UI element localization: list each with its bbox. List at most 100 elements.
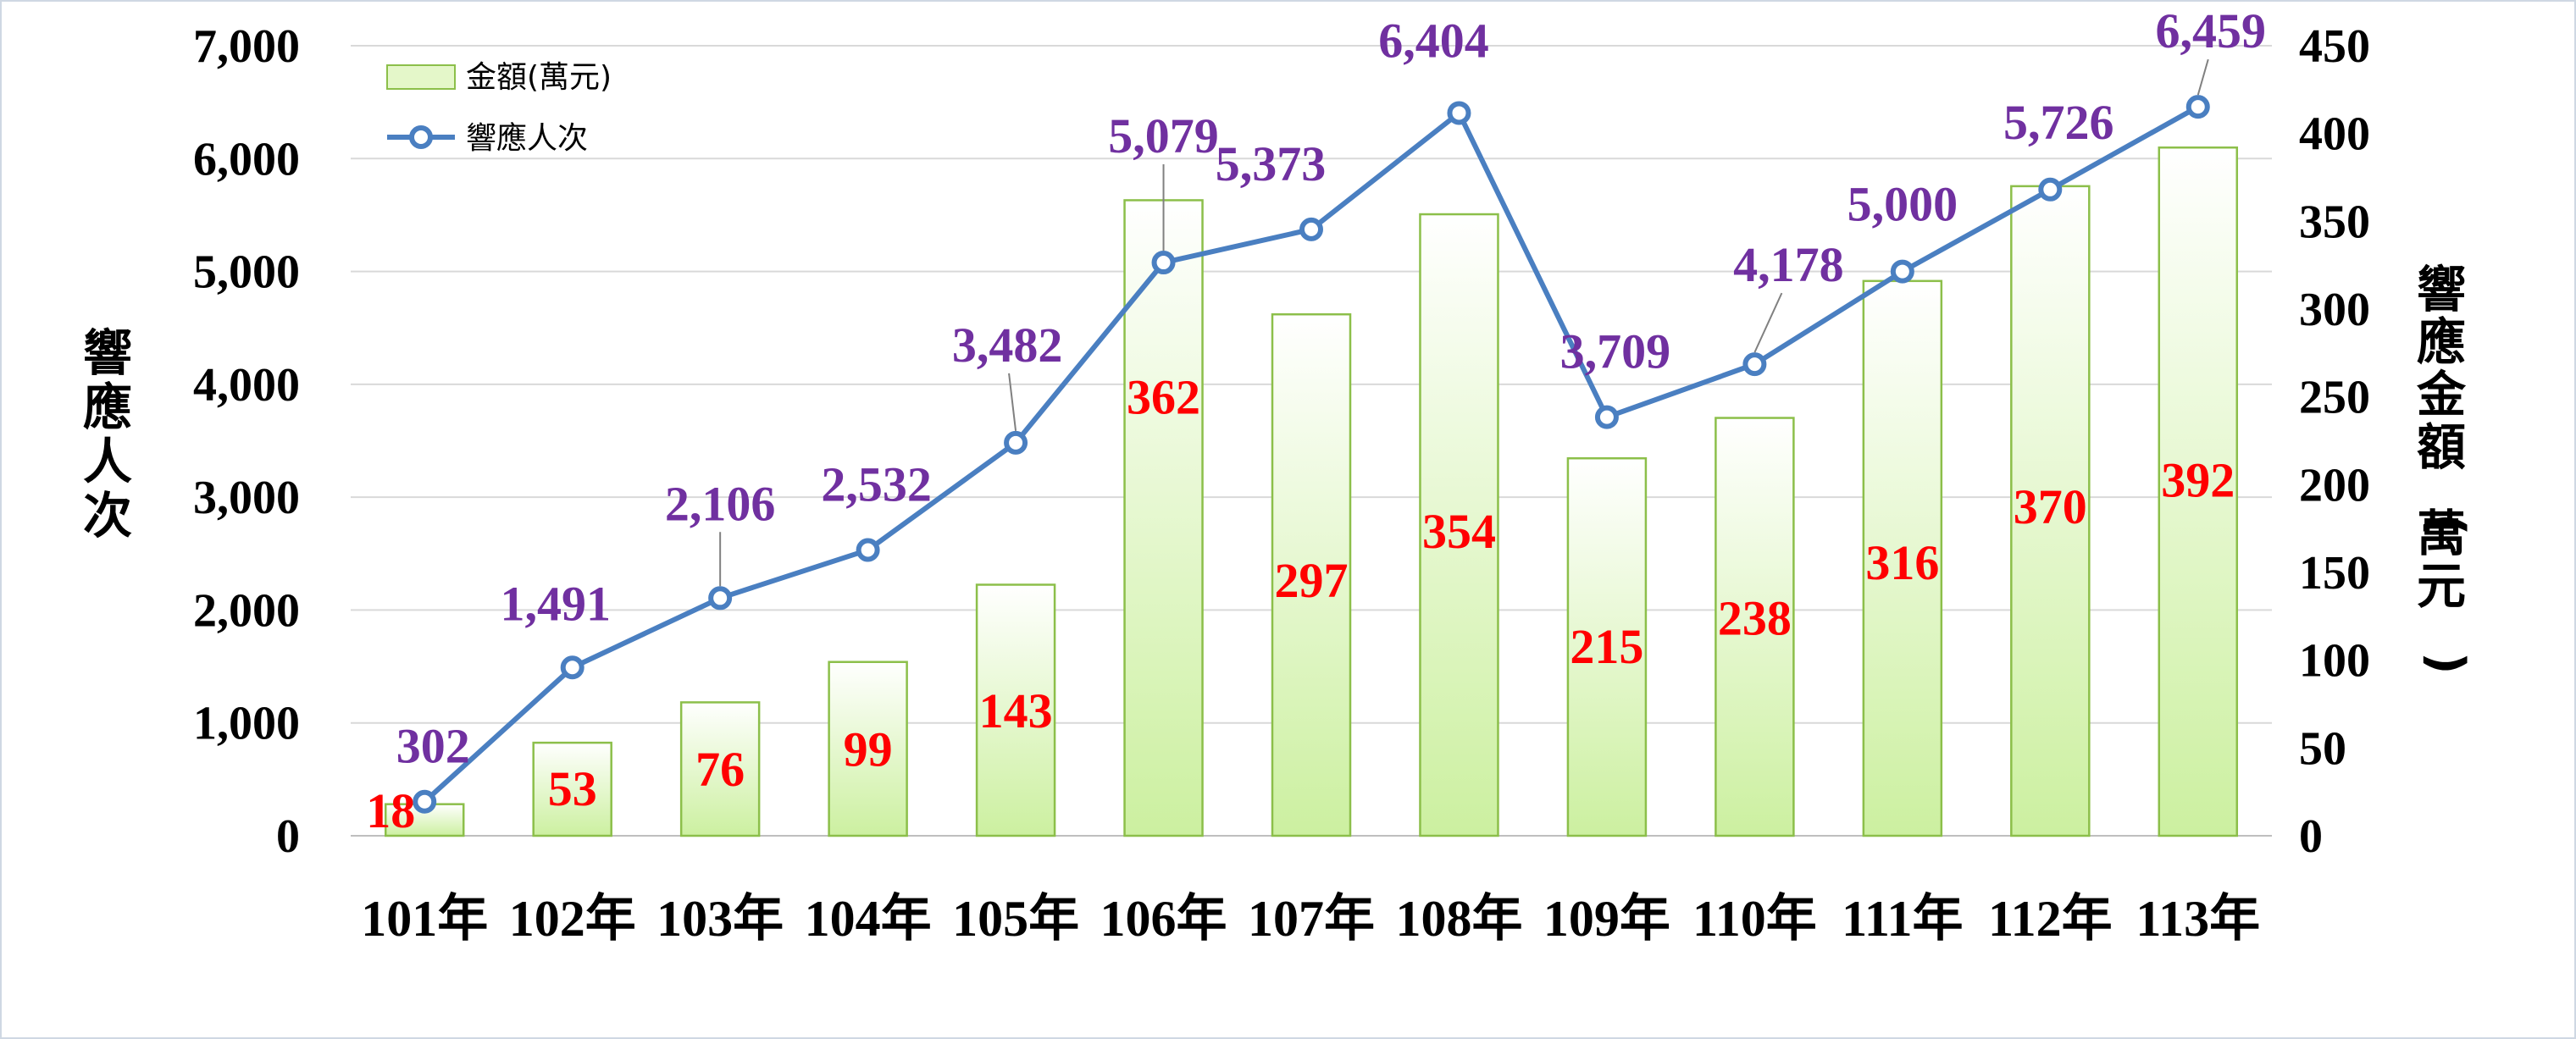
bar — [1271, 312, 1352, 837]
y-right-tick-label: 250 — [2299, 372, 2370, 424]
legend-bar-swatch — [386, 64, 456, 90]
bar-data-label: 370 — [2014, 479, 2087, 534]
line-data-label: 302 — [396, 719, 470, 774]
x-tick-label: 101年 — [361, 891, 488, 947]
x-tick-label: 110年 — [1692, 891, 1817, 947]
y-left-axis-title: 響應人次 — [83, 324, 132, 544]
y-left-tick-label: 2,000 — [193, 584, 300, 637]
line-data-label: 3,709 — [1560, 324, 1671, 379]
line-data-label: 5,000 — [1848, 177, 1958, 232]
leader-line — [2197, 58, 2209, 96]
y-left-tick-label: 5,000 — [193, 246, 300, 299]
y-right-tick-label: 350 — [2299, 196, 2370, 248]
leader-line — [1753, 292, 1783, 353]
x-tick-label: 112年 — [1988, 891, 2113, 947]
y-left-tick-label: 3,000 — [193, 472, 300, 524]
y-right-tick-label: 0 — [2299, 810, 2323, 863]
line-data-label: 6,459 — [2156, 3, 2267, 58]
bar — [975, 583, 1056, 837]
x-tick-label: 102年 — [509, 891, 636, 947]
y-right-tick-label: 400 — [2299, 108, 2370, 161]
bar-data-label: 297 — [1275, 553, 1349, 608]
x-tick-label: 106年 — [1100, 891, 1227, 947]
bar-data-label: 143 — [979, 683, 1053, 738]
y-left-tick-label: 6,000 — [193, 133, 300, 185]
y-right-tick-label: 200 — [2299, 459, 2370, 511]
line-data-label: 5,726 — [2003, 95, 2114, 150]
line-point — [1594, 405, 1619, 429]
bar — [1419, 213, 1499, 837]
leader-line — [1008, 373, 1017, 432]
y-right-tick-label: 450 — [2299, 20, 2370, 73]
y-left-tick-labels: 0 1,000 2,000 3,000 4,000 5,000 6,000 7,000 — [193, 20, 300, 863]
line-point — [413, 789, 437, 814]
bar — [679, 701, 761, 837]
x-tick-label: 108年 — [1395, 891, 1522, 947]
bar-data-label: 215 — [1570, 619, 1643, 674]
bar-data-label: 99 — [844, 721, 893, 776]
bar-data-label: 238 — [1718, 591, 1792, 646]
legend-bar-label: 金額(萬元) — [466, 60, 612, 95]
line-data-label: 6,404 — [1378, 13, 1489, 68]
x-tick-label: 111年 — [1842, 891, 1963, 947]
line-series — [413, 95, 2210, 814]
bar — [532, 741, 612, 837]
line-point — [560, 655, 584, 680]
line-data-label: 5,373 — [1216, 136, 1327, 191]
x-tick-label: 113年 — [2136, 891, 2260, 947]
line-point — [1004, 430, 1028, 455]
bar — [2158, 146, 2239, 837]
x-tick-label: 105年 — [952, 891, 1079, 947]
y-left-tick-label: 0 — [276, 810, 300, 863]
bar — [1566, 456, 1648, 837]
line-point — [1447, 101, 1471, 125]
bar-data-label: 316 — [1865, 535, 1939, 590]
legend: 金額(萬元) 響應人次 — [386, 60, 612, 156]
line-point — [1742, 352, 1767, 377]
line-data-label: 1,491 — [500, 576, 611, 631]
line-point — [1890, 259, 1914, 284]
line-data-label: 5,079 — [1108, 108, 1219, 163]
bar-data-label: 362 — [1127, 369, 1200, 424]
y-right-tick-label: 100 — [2299, 635, 2370, 688]
x-tick-label: 104年 — [805, 891, 932, 947]
line-point — [1299, 217, 1323, 241]
line-data-label: 3,482 — [952, 318, 1063, 373]
line-point — [856, 538, 880, 562]
bar-data-label: 392 — [2161, 452, 2235, 507]
x-tick-label: 107年 — [1248, 891, 1375, 947]
y-right-tick-label: 300 — [2299, 284, 2370, 336]
x-tick-label: 109年 — [1543, 891, 1670, 947]
y-right-tick-label: 50 — [2299, 722, 2346, 775]
bar — [1862, 279, 1943, 837]
bar — [2010, 185, 2091, 837]
bar — [1715, 417, 1795, 837]
y-left-tick-label: 1,000 — [193, 698, 300, 750]
line-point — [1151, 251, 1176, 275]
y-left-tick-label: 7,000 — [193, 20, 300, 73]
bar-series — [384, 146, 2239, 837]
y-right-tick-label: 150 — [2299, 547, 2370, 600]
line-data-label: 2,532 — [821, 457, 932, 512]
y-left-tick-label: 4,000 — [193, 359, 300, 412]
bar-data-label: 76 — [695, 742, 745, 797]
bar-data-label: 18 — [366, 783, 415, 838]
bar-data-label: 53 — [548, 761, 597, 816]
y-right-axis-title: 響應金額(萬元) — [2417, 261, 2476, 675]
bar-data-label: 354 — [1422, 504, 1496, 559]
bar-data-labels: 18 53 76 99 143 362 297 354 215 238 316 370 392 — [366, 369, 2235, 838]
x-tick-labels: 101年 102年 103年 104年 105年 106年 107年 108年 109年 110年… — [361, 891, 2260, 947]
line-point — [2185, 95, 2210, 119]
line-data-label: 4,178 — [1733, 237, 1844, 292]
bar — [828, 660, 908, 837]
line-data-label: 2,106 — [665, 476, 776, 531]
legend-line-label: 響應人次 — [466, 121, 588, 156]
legend-line-marker — [409, 125, 433, 149]
line-point — [708, 586, 733, 611]
line-point — [2038, 177, 2063, 202]
x-tick-label: 103年 — [656, 891, 784, 947]
y-right-tick-labels: 0 50 100 150 200 250 300 350 400 450 — [2299, 20, 2370, 863]
